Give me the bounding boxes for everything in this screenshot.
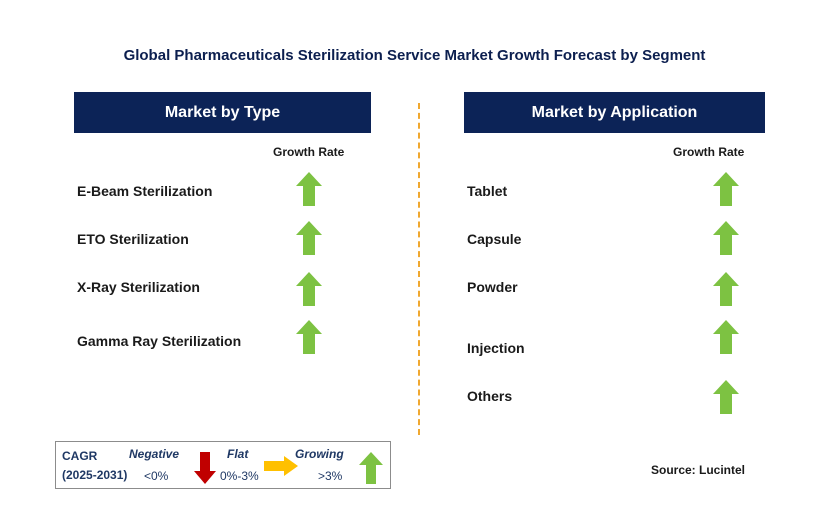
chart-title: Global Pharmaceuticals Sterilization Ser… [123, 47, 706, 64]
legend-growing-label: Growing [295, 447, 344, 461]
application-label-injection: Injection [467, 340, 525, 356]
right-arrow-icon [264, 456, 298, 476]
application-label-others: Others [467, 388, 513, 404]
up-arrow-icon [296, 221, 322, 255]
up-arrow-icon [296, 320, 322, 354]
legend-flat-range: 0%-3% [220, 469, 259, 483]
legend-period-label: (2025-2031) [62, 468, 128, 482]
application-label-capsule: Capsule [467, 231, 522, 247]
panel-divider [418, 103, 420, 435]
application-label-tablet: Tablet [467, 183, 508, 199]
legend-negative-label: Negative [129, 447, 180, 461]
up-arrow-icon [296, 272, 322, 306]
type-label-gamma-ray: Gamma Ray Sterilization [77, 333, 242, 349]
right-growth-rate-label: Growth Rate [673, 145, 745, 159]
legend-growing-range: >3% [318, 469, 343, 483]
application-label-powder: Powder [467, 279, 518, 295]
up-arrow-icon [713, 380, 739, 414]
legend-negative-range: <0% [144, 469, 169, 483]
left-growth-rate-label: Growth Rate [273, 145, 345, 159]
down-arrow-icon [194, 452, 216, 484]
cagr-legend: CAGR (2025-2031) Negative <0% Flat 0%-3%… [55, 441, 391, 489]
up-arrow-icon [713, 320, 739, 354]
type-label-e-beam: E-Beam Sterilization [77, 183, 213, 199]
up-arrow-icon [713, 272, 739, 306]
type-label-x-ray: X-Ray Sterilization [77, 279, 200, 295]
up-arrow-icon [713, 172, 739, 206]
legend-flat-label: Flat [227, 447, 249, 461]
source-note: Source: Lucintel [651, 463, 746, 477]
up-arrow-icon [713, 221, 739, 255]
type-label-eto: ETO Sterilization [77, 231, 189, 247]
market-by-type-header: Market by Type [74, 92, 371, 133]
legend-cagr-label: CAGR [62, 449, 98, 463]
up-arrow-icon [296, 172, 322, 206]
up-arrow-icon [359, 452, 383, 484]
market-by-application-header: Market by Application [464, 92, 765, 133]
